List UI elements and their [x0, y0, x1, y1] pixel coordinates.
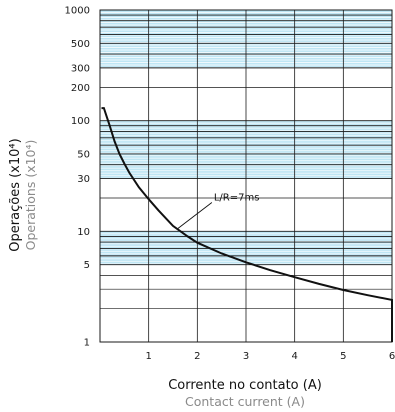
y-tick-label: 100 — [71, 116, 90, 127]
y-axis-title: Operações (x10⁴) — [8, 138, 23, 251]
x-tick-label: 3 — [243, 351, 249, 362]
series-line — [101, 107, 393, 342]
curve-group — [101, 107, 393, 342]
y-axis-title-secondary: Operations (x10⁴) — [23, 140, 38, 251]
y-tick-label: 10 — [77, 227, 90, 238]
y-tick-label: 300 — [71, 63, 90, 74]
annotation-label: L/R=7ms — [214, 193, 260, 204]
x-tick-label: 5 — [340, 351, 346, 362]
y-tick-labels: 1 5 10 30 50 100 200 300 500 1000 — [65, 6, 90, 349]
y-tick-label: 30 — [77, 174, 90, 185]
y-tick-label: 5 — [84, 260, 90, 271]
annotation-leader — [177, 202, 213, 229]
x-tick-label: 4 — [291, 351, 297, 362]
plot-frame — [99, 9, 393, 343]
x-tick-labels: 1 2 3 4 5 6 — [145, 351, 395, 362]
y-tick-label: 500 — [71, 39, 90, 50]
x-axis-title: Corrente no contato (A) — [168, 378, 322, 393]
x-tick-label: 2 — [194, 351, 200, 362]
y-tick-label: 1 — [84, 338, 90, 349]
x-tick-label: 6 — [389, 351, 395, 362]
y-tick-label: 1000 — [65, 6, 90, 17]
y-tick-label: 50 — [77, 149, 90, 160]
x-tick-label: 1 — [145, 351, 151, 362]
grid — [99, 9, 393, 343]
y-tick-label: 200 — [71, 83, 90, 94]
x-axis-title-secondary: Contact current (A) — [185, 394, 305, 409]
annotation-group: L/R=7ms — [177, 193, 260, 229]
